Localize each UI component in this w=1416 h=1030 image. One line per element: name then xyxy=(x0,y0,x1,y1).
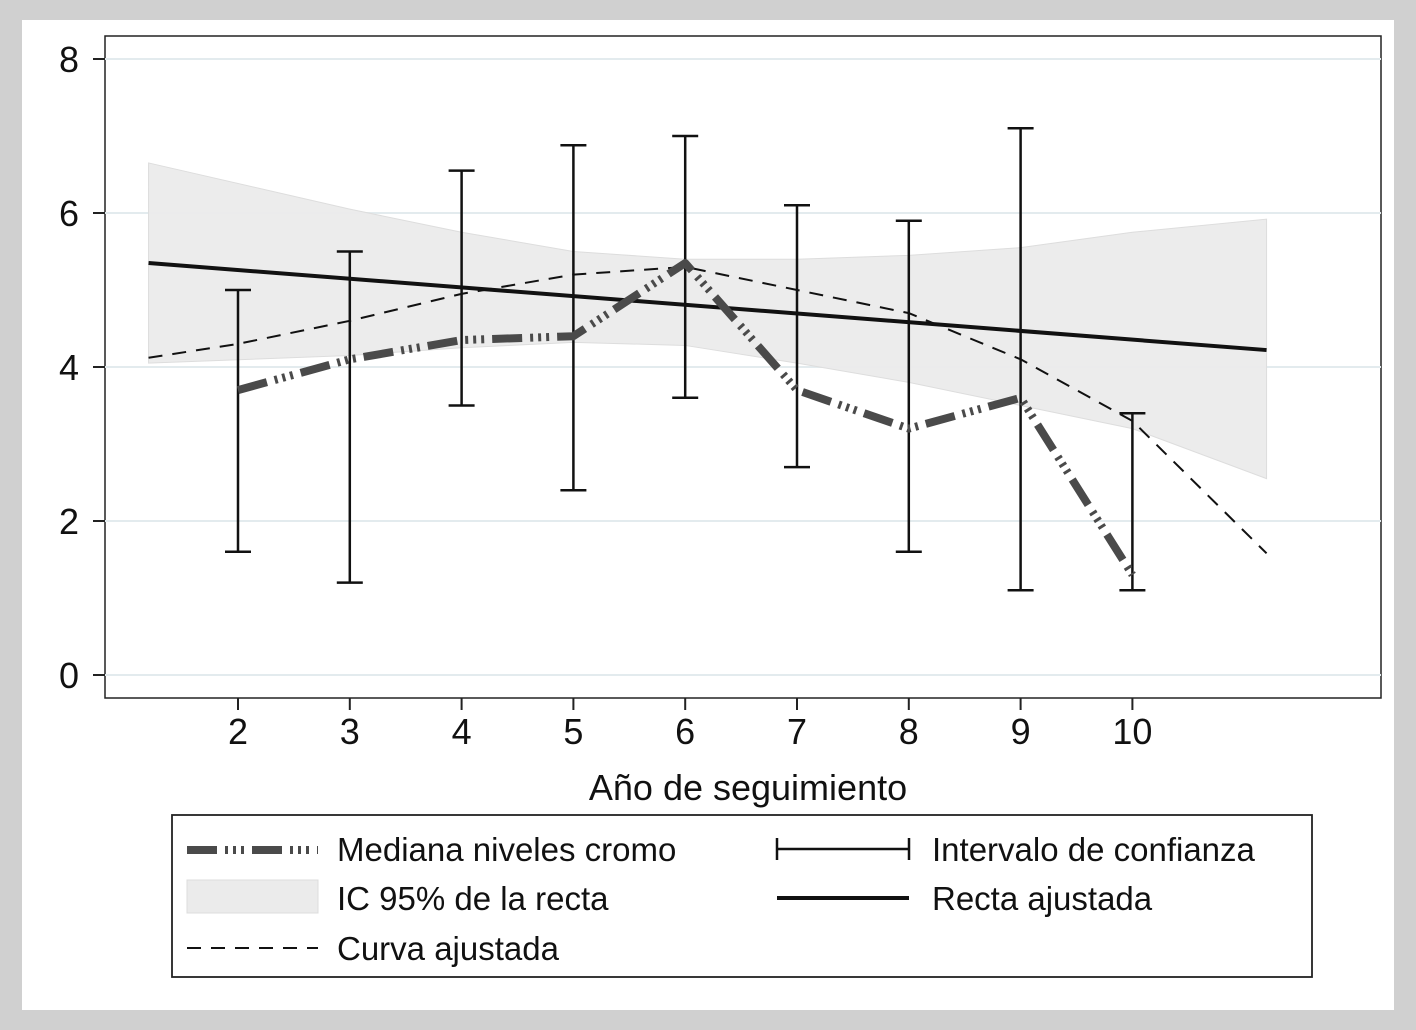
x-tick-label: 7 xyxy=(787,711,807,752)
band-area xyxy=(148,162,1268,480)
y-tick-label: 4 xyxy=(59,347,79,388)
error-bar xyxy=(1119,411,1146,592)
legend-label-median: Mediana niveles cromo xyxy=(337,831,676,868)
x-tick-label: 3 xyxy=(340,711,360,752)
x-tick-label: 9 xyxy=(1011,711,1031,752)
legend-label-band: IC 95% de la recta xyxy=(337,880,609,917)
legend-label-fitline: Recta ajustada xyxy=(932,880,1153,917)
x-tick-label: 8 xyxy=(899,711,919,752)
x-tick-label: 6 xyxy=(675,711,695,752)
y-tick-label: 6 xyxy=(59,193,79,234)
legend: Mediana niveles cromo IC 95% de la recta… xyxy=(171,814,1313,978)
y-tick-label: 0 xyxy=(59,655,79,696)
legend-label-ci: Intervalo de confianza xyxy=(932,831,1256,868)
error-bar xyxy=(784,204,810,469)
error-bar xyxy=(336,250,363,584)
x-tick-label: 5 xyxy=(563,711,583,752)
recta-ajustada-line xyxy=(148,261,1267,353)
x-axis: 2 3 4 5 6 7 8 9 10 xyxy=(228,698,1152,752)
y-tick-label: 8 xyxy=(59,39,79,80)
error-bar xyxy=(560,143,587,492)
legend-box xyxy=(171,814,1313,978)
y-axis: 0 2 4 6 8 xyxy=(59,39,105,696)
legend-swatch-ci xyxy=(775,838,911,860)
x-tick-label: 10 xyxy=(1112,711,1152,752)
x-tick-label: 4 xyxy=(452,711,472,752)
series-lines xyxy=(148,259,1268,578)
curve-ajustada-line xyxy=(148,265,1268,555)
x-tick-label: 2 xyxy=(228,711,248,752)
legend-swatch-band xyxy=(186,879,319,914)
error-bar xyxy=(225,288,251,554)
confidence-band xyxy=(148,162,1268,480)
legend-label-curve: Curva ajustada xyxy=(337,930,560,967)
mediana-line xyxy=(236,259,1136,578)
y-tick-label: 2 xyxy=(59,501,79,542)
error-bar xyxy=(895,219,922,554)
x-axis-title: Año de seguimiento xyxy=(589,767,907,808)
